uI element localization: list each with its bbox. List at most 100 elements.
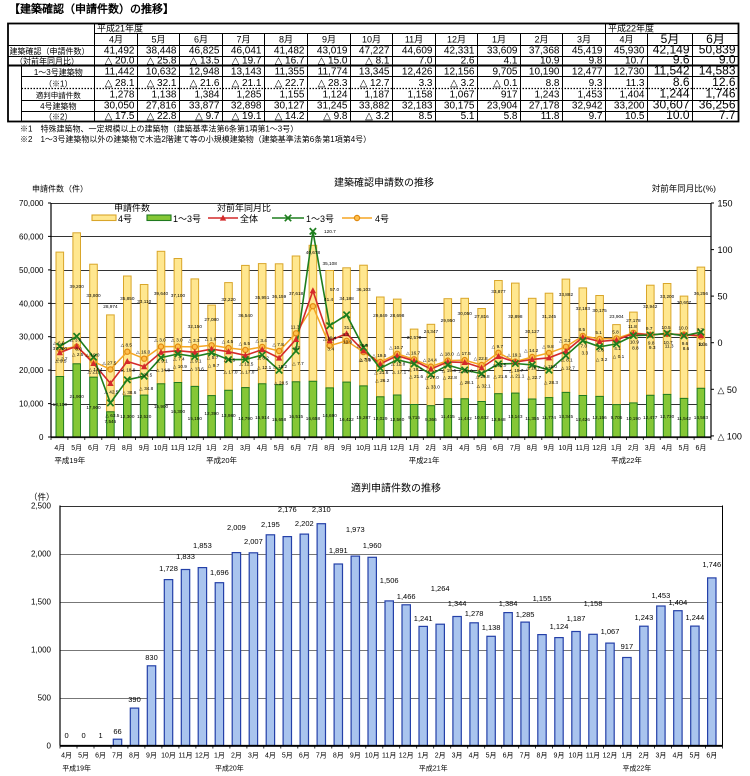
svg-text:23,904: 23,904 bbox=[487, 101, 518, 112]
svg-text:2月: 2月 bbox=[534, 35, 548, 45]
svg-text:10月: 10月 bbox=[356, 444, 371, 452]
svg-text:△ 12.8: △ 12.8 bbox=[391, 362, 405, 367]
svg-text:16,515: 16,515 bbox=[289, 414, 304, 419]
svg-text:△ 63.5: △ 63.5 bbox=[105, 413, 119, 418]
svg-text:28,974: 28,974 bbox=[103, 304, 118, 309]
svg-text:33,877: 33,877 bbox=[491, 289, 506, 294]
svg-text:10,190: 10,190 bbox=[529, 67, 560, 78]
svg-text:△ 22.8: △ 22.8 bbox=[147, 111, 177, 122]
svg-text:43,019: 43,019 bbox=[317, 46, 348, 57]
svg-text:30,050: 30,050 bbox=[104, 101, 135, 112]
svg-text:27,178: 27,178 bbox=[529, 101, 560, 112]
svg-text:△ 22.7: △ 22.7 bbox=[275, 78, 305, 89]
svg-text:50,839: 50,839 bbox=[699, 43, 736, 57]
svg-text:3.3: 3.3 bbox=[419, 78, 433, 89]
svg-text:△ 17.0: △ 17.0 bbox=[223, 370, 237, 375]
svg-text:11月: 11月 bbox=[405, 35, 423, 45]
svg-text:△ 10.9: △ 10.9 bbox=[173, 364, 187, 369]
svg-text:△ 18.0: △ 18.0 bbox=[440, 352, 454, 357]
svg-text:2,009: 2,009 bbox=[227, 523, 246, 532]
svg-text:△ 0.1: △ 0.1 bbox=[493, 78, 518, 89]
svg-text:33,110: 33,110 bbox=[137, 299, 151, 304]
svg-text:6月: 6月 bbox=[706, 32, 725, 46]
svg-text:9.6: 9.6 bbox=[673, 53, 690, 67]
svg-text:150: 150 bbox=[718, 199, 733, 209]
svg-text:30,607: 30,607 bbox=[677, 300, 692, 305]
svg-text:3.4: 3.4 bbox=[327, 347, 334, 352]
svg-text:6月: 6月 bbox=[503, 752, 514, 760]
svg-text:14,690: 14,690 bbox=[323, 413, 338, 418]
svg-text:33,882: 33,882 bbox=[559, 292, 574, 297]
svg-text:9月: 9月 bbox=[554, 752, 565, 760]
svg-text:11月: 11月 bbox=[576, 444, 590, 452]
svg-text:13,980: 13,980 bbox=[221, 413, 236, 418]
svg-text:1月: 1月 bbox=[409, 444, 420, 452]
svg-text:△ 22.7: △ 22.7 bbox=[527, 375, 541, 380]
svg-text:△ 3.2: △ 3.2 bbox=[559, 338, 571, 343]
svg-text:△ 19.1: △ 19.1 bbox=[232, 111, 262, 122]
svg-text:△ 16.7: △ 16.7 bbox=[406, 350, 420, 355]
svg-text:△ 2.1: △ 2.1 bbox=[323, 337, 335, 342]
svg-text:△ 17.0: △ 17.0 bbox=[240, 370, 254, 375]
svg-text:△ 20.0: △ 20.0 bbox=[105, 56, 135, 67]
svg-text:3.3: 3.3 bbox=[582, 351, 589, 356]
svg-text:7.7: 7.7 bbox=[697, 328, 704, 333]
svg-text:0: 0 bbox=[39, 433, 44, 442]
svg-text:30,607: 30,607 bbox=[653, 98, 690, 112]
svg-text:△ 21.1: △ 21.1 bbox=[510, 374, 524, 379]
svg-text:13,143: 13,143 bbox=[508, 414, 523, 419]
svg-text:4.1: 4.1 bbox=[504, 56, 518, 67]
svg-text:2.6: 2.6 bbox=[597, 347, 604, 352]
svg-text:1月: 1月 bbox=[206, 444, 217, 452]
svg-text:22,570: 22,570 bbox=[407, 335, 422, 340]
svg-text:16,658: 16,658 bbox=[306, 416, 321, 421]
svg-text:△ 24.4: △ 24.4 bbox=[423, 358, 437, 363]
svg-text:45,419: 45,419 bbox=[572, 46, 603, 57]
svg-text:7月: 7月 bbox=[510, 444, 521, 452]
svg-text:1月: 1月 bbox=[611, 444, 622, 452]
svg-text:△ 15.0: △ 15.0 bbox=[318, 56, 348, 67]
svg-text:△ 21.6: △ 21.6 bbox=[409, 374, 423, 379]
svg-text:△ 34.8: △ 34.8 bbox=[139, 386, 153, 391]
svg-text:10.9: 10.9 bbox=[343, 340, 353, 345]
svg-text:11.3: 11.3 bbox=[291, 324, 300, 329]
svg-text:3月: 3月 bbox=[577, 35, 591, 45]
svg-text:平成21年: 平成21年 bbox=[409, 455, 440, 465]
svg-text:32,942: 32,942 bbox=[572, 101, 603, 112]
svg-text:830: 830 bbox=[145, 653, 158, 662]
svg-text:8月: 8月 bbox=[324, 444, 335, 452]
svg-text:917: 917 bbox=[621, 642, 634, 651]
svg-text:5.1: 5.1 bbox=[595, 330, 602, 335]
svg-text:11,774: 11,774 bbox=[318, 67, 348, 78]
svg-text:平成19年: 平成19年 bbox=[62, 764, 91, 773]
svg-text:8月: 8月 bbox=[527, 444, 538, 452]
svg-text:△ 3.2: △ 3.2 bbox=[596, 357, 608, 362]
svg-text:9.7: 9.7 bbox=[589, 111, 603, 122]
svg-text:35,850: 35,850 bbox=[120, 296, 135, 301]
svg-text:△ 28.3: △ 28.3 bbox=[544, 380, 558, 385]
svg-text:5月: 5月 bbox=[151, 35, 165, 45]
svg-text:1,243: 1,243 bbox=[534, 90, 559, 101]
svg-text:適判申請件数: 適判申請件数 bbox=[36, 90, 81, 100]
svg-text:△ 9.1: △ 9.1 bbox=[156, 358, 168, 363]
svg-text:12月: 12月 bbox=[390, 444, 405, 452]
svg-text:△ 19.1: △ 19.1 bbox=[507, 353, 521, 358]
svg-text:6月: 6月 bbox=[88, 444, 99, 452]
svg-text:1,728: 1,728 bbox=[159, 564, 178, 573]
svg-text:1,067: 1,067 bbox=[449, 90, 474, 101]
svg-text:△ 16.7: △ 16.7 bbox=[275, 56, 305, 67]
svg-text:7,546: 7,546 bbox=[105, 419, 117, 424]
svg-text:10,632: 10,632 bbox=[146, 67, 177, 78]
svg-text:1,891: 1,891 bbox=[329, 546, 348, 555]
svg-text:36,540: 36,540 bbox=[238, 313, 253, 318]
svg-text:8.8: 8.8 bbox=[632, 346, 639, 351]
svg-text:1,244: 1,244 bbox=[686, 613, 705, 622]
svg-text:15,150: 15,150 bbox=[188, 416, 203, 421]
svg-text:△ 3.2: △ 3.2 bbox=[365, 111, 390, 122]
svg-text:1,278: 1,278 bbox=[465, 609, 484, 618]
svg-text:△ 9.8: △ 9.8 bbox=[323, 111, 348, 122]
svg-text:5.1: 5.1 bbox=[461, 111, 475, 122]
svg-text:12,156: 12,156 bbox=[592, 415, 607, 420]
svg-text:9月: 9月 bbox=[146, 752, 157, 760]
svg-text:適判申請件数の推移: 適判申請件数の推移 bbox=[351, 482, 441, 495]
